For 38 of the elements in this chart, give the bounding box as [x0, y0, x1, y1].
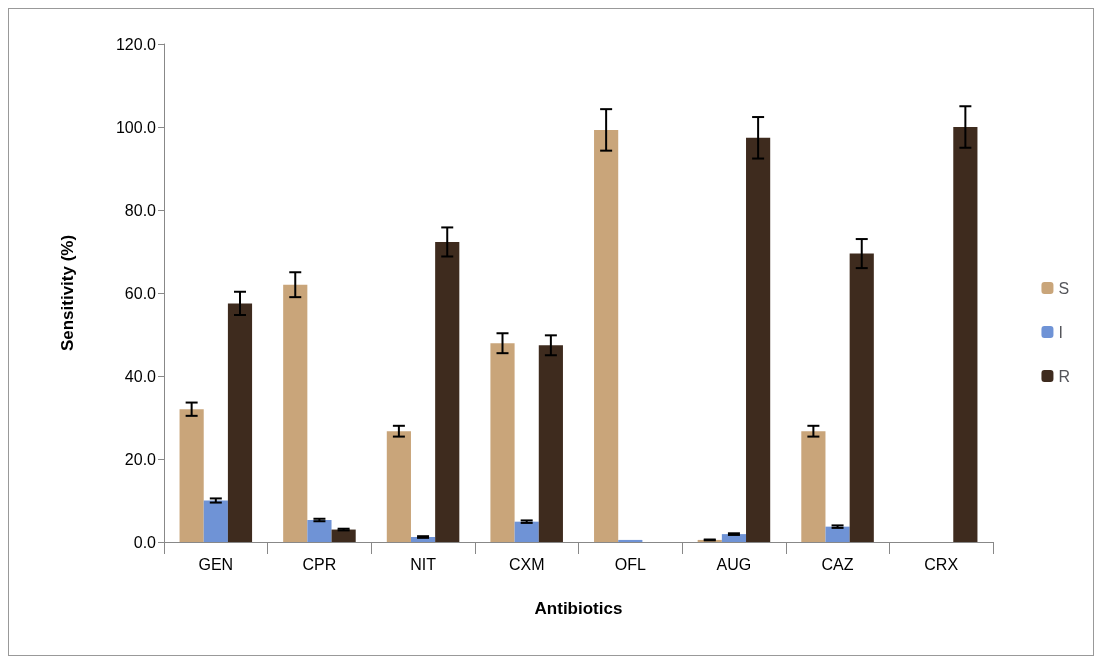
bar	[435, 241, 460, 542]
bar	[227, 303, 253, 542]
y-tick-label: 0.0	[133, 533, 157, 551]
bar	[825, 526, 850, 542]
y-tick-label: 20.0	[124, 450, 157, 468]
bar	[331, 529, 356, 542]
y-axis-title: Sensitivity (%)	[58, 234, 77, 352]
bar	[953, 127, 978, 542]
bar	[307, 520, 332, 542]
x-tick-label: NIT	[410, 555, 437, 573]
x-tick-label: CRX	[924, 555, 959, 573]
x-axis-title: Antibiotics	[534, 599, 623, 618]
y-tick-label: 60.0	[124, 284, 157, 302]
bar	[179, 409, 204, 542]
bar	[283, 284, 308, 542]
bar	[203, 500, 228, 542]
x-tick-label: CAZ	[821, 555, 854, 573]
bar	[801, 431, 826, 542]
bar	[514, 521, 539, 542]
x-tick-label: GEN	[198, 555, 234, 573]
bar	[849, 253, 874, 542]
x-tick-label: CXM	[508, 555, 545, 573]
bar	[538, 345, 563, 542]
bar	[386, 431, 411, 542]
legend-label: S	[1058, 279, 1070, 297]
y-tick-label: 80.0	[124, 201, 157, 219]
bar	[594, 129, 619, 542]
legend-label: R	[1058, 367, 1071, 385]
bar	[490, 343, 515, 542]
x-tick-label: CPR	[302, 555, 337, 573]
y-tick-label: 120.0	[115, 35, 157, 53]
bar	[746, 137, 771, 542]
bar	[618, 539, 643, 542]
x-tick-label: AUG	[716, 555, 752, 573]
x-tick-label: OFL	[614, 555, 646, 573]
y-tick-label: 40.0	[124, 367, 157, 385]
legend-label: I	[1058, 323, 1063, 341]
y-tick-label: 100.0	[115, 118, 157, 136]
